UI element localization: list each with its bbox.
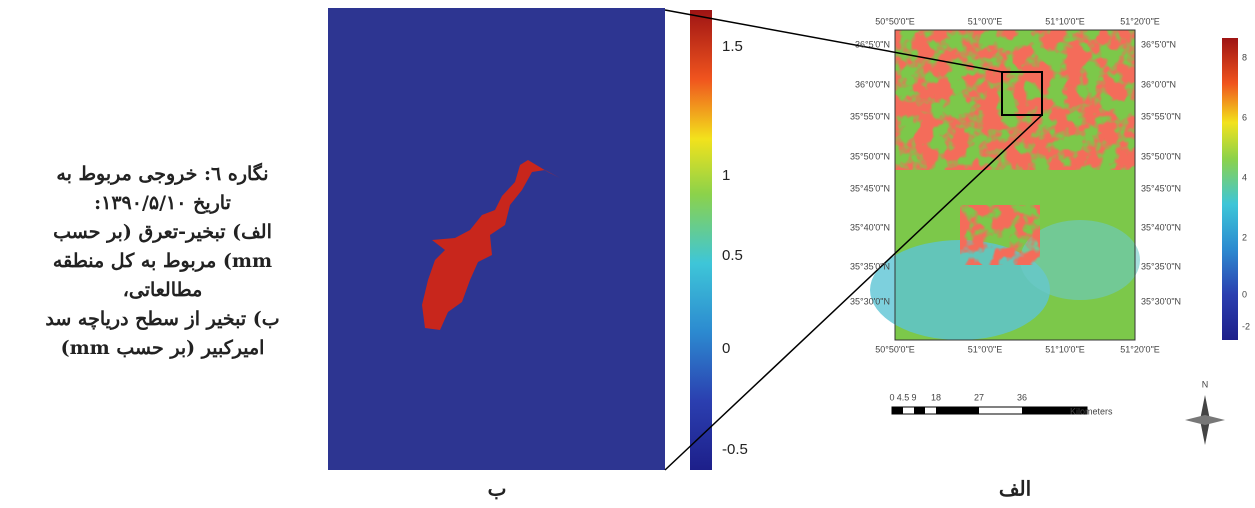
colorbar-tick-label: 0.5 [722,247,743,264]
lon-label: 51°20'0"E [1120,16,1160,26]
lat-label: 35°40'0"N [1141,222,1181,232]
lat-label: 35°30'0"N [1141,296,1181,306]
lon-label: 51°20'0"E [1120,344,1160,354]
panel-label: الف [999,477,1031,501]
colorbar-tick-label: 1 [722,167,730,184]
caption-line: تاریخ ۱۳۹۰/۵/۱۰: [94,192,231,214]
lat-label: 36°5'0"N [855,39,890,49]
caption-line: الف) تبخیر-تعرق (بر حسب [53,221,272,243]
lat-label: 36°5'0"N [1141,39,1176,49]
lat-label: 36°0'0"N [855,79,890,89]
caption-line: mm) مربوط به کل منطقه [52,250,273,272]
colorbar-b [690,10,712,470]
colorbar-a [1222,38,1238,340]
scale-label: 27 [974,392,984,402]
lon-label: 51°10'0"E [1045,344,1085,354]
colorbar-tick-label: 4 [1242,172,1247,182]
lat-label: 36°0'0"N [1141,79,1176,89]
map-a-texture [960,205,1040,265]
caption-line: امیرکبیر (بر حسب mm) [60,337,265,359]
zoom-box [1001,71,1043,116]
scale-unit: Kilometers [1070,406,1113,416]
lon-label: 51°0'0"E [968,344,1003,354]
scale-label: 9 [911,392,916,402]
lat-label: 35°45'0"N [850,183,890,193]
colorbar-tick-label: 6 [1242,112,1247,122]
lon-label: 51°0'0"E [968,16,1003,26]
map-a-area [1020,220,1140,300]
north-label: N [1202,379,1209,389]
lat-label: 35°40'0"N [850,222,890,232]
lat-label: 35°55'0"N [850,111,890,121]
colorbar-tick-label: 1.5 [722,38,743,55]
zoom-line [664,114,1043,471]
panel-label: ب [488,477,507,501]
scale-label: 36 [1017,392,1027,402]
caption: نگاره ٦: خروجی مربوط به تاریخ ۱۳۹۰/۵/۱۰: ا… [10,160,315,363]
lat-label: 35°30'0"N [850,296,890,306]
zoom-line [664,9,1003,73]
caption-line: مطالعاتی، [122,279,203,301]
scale-label: 18 [931,392,941,402]
caption-line: ب) تبخیر از سطح دریاچه سد [45,308,280,330]
lat-label: 35°35'0"N [1141,261,1181,271]
lon-label: 51°10'0"E [1045,16,1085,26]
colorbar-tick-label: -0.5 [722,441,748,458]
colorbar-tick-label: 8 [1242,52,1247,62]
map-b [328,8,665,470]
lat-label: 35°55'0"N [1141,111,1181,121]
colorbar-tick-label: 0 [722,340,730,357]
colorbar-tick-label: 0 [1242,289,1247,299]
lat-label: 35°35'0"N [850,261,890,271]
scale-label: 4.5 [897,392,910,402]
scale-bar [891,406,1088,415]
north-arrow [1185,395,1225,445]
colorbar-tick-label: 2 [1242,232,1247,242]
scale-label: 0 [889,392,894,402]
lake [422,160,560,330]
lon-label: 50°50'0"E [875,16,915,26]
map-a-texture [895,30,1135,170]
lat-label: 35°50'0"N [1141,151,1181,161]
colorbar-tick-label: -2 [1242,321,1250,331]
map-a-frame [894,29,1136,341]
lon-label: 50°50'0"E [875,344,915,354]
lat-label: 35°45'0"N [1141,183,1181,193]
caption-line: نگاره ٦: خروجی مربوط به [56,163,269,185]
lat-label: 35°50'0"N [850,151,890,161]
